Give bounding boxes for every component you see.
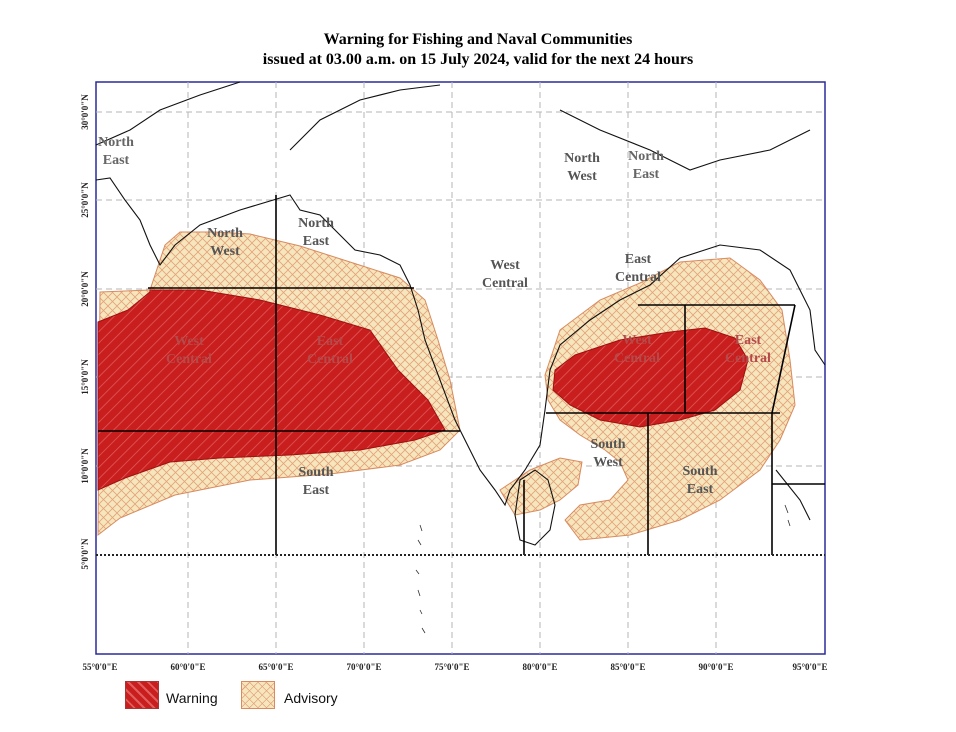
region-label-bob-ne: East <box>633 167 660 182</box>
region-label-bob-se: East <box>687 482 714 497</box>
y-tick: 15°0'0"N <box>80 359 90 395</box>
region-label-as-nw: West <box>210 244 240 259</box>
y-tick: 20°0'0"N <box>80 271 90 307</box>
region-label-bob-ec: East <box>735 333 762 348</box>
region-label-as-se: South <box>298 465 333 480</box>
x-tick: 80°0'0"E <box>522 662 557 672</box>
warning-area-arabian-sea <box>97 289 446 491</box>
region-label-bob-se: South <box>682 464 717 479</box>
region-label-as-se: East <box>303 483 330 498</box>
region-label-as-ec: Central <box>307 352 353 367</box>
y-tick: 5°0'0"N <box>80 538 90 570</box>
x-tick: 65°0'0"E <box>258 662 293 672</box>
region-dividers <box>98 195 825 555</box>
region-label-as-ne-corner: North <box>98 135 134 150</box>
region-label-bob-nw: North <box>564 151 600 166</box>
region-label-bob-wc: West <box>622 333 652 348</box>
legend-warning-swatch <box>125 681 159 709</box>
legend-advisory-label: Advisory <box>284 690 338 706</box>
region-label-bob-sw: West <box>593 455 623 470</box>
x-tick: 55°0'0"E <box>82 662 117 672</box>
legend-warning-label: Warning <box>166 690 218 706</box>
region-label-as-ne: East <box>303 234 330 249</box>
y-tick: 25°0'0"N <box>80 182 90 218</box>
region-label-as-ne: North <box>298 216 334 231</box>
region-label-as-ne-corner: East <box>103 153 130 168</box>
x-tick: 90°0'0"E <box>698 662 733 672</box>
region-label-as-ec: East <box>317 334 344 349</box>
x-axis-ticks: 55°0'0"E 60°0'0"E 65°0'0"E 70°0'0"E 75°0… <box>82 662 827 672</box>
region-label-as-nw: North <box>207 226 243 241</box>
islands <box>415 504 791 634</box>
region-label-bob-ne: North <box>628 149 664 164</box>
map-title-line2: issued at 03.00 a.m. on 15 July 2024, va… <box>262 51 694 68</box>
x-tick: 85°0'0"E <box>610 662 645 672</box>
region-label-bob-nw: West <box>567 169 597 184</box>
x-tick: 60°0'0"E <box>170 662 205 672</box>
legend-advisory-swatch <box>241 681 275 709</box>
y-tick: 30°0'0"N <box>80 94 90 130</box>
x-tick: 75°0'0"E <box>434 662 469 672</box>
region-label-as-wc: West <box>174 334 204 349</box>
region-label-wc-mid: West <box>490 258 520 273</box>
region-labels: North East North West North East West Central Ea… <box>98 135 771 498</box>
region-label-bob-wc: Central <box>614 351 660 366</box>
y-axis-ticks: 30°0'0"N 25°0'0"N 20°0'0"N 15°0'0"N 10°0… <box>80 94 90 570</box>
region-label-as-wc: Central <box>166 352 212 367</box>
region-label-bob-ec-top: Central <box>615 270 661 285</box>
map-title-line1: Warning for Fishing and Naval Communitie… <box>323 31 633 48</box>
region-label-bob-sw: South <box>590 437 625 452</box>
warning-area-bay-of-bengal <box>552 327 749 428</box>
region-label-wc-mid: Central <box>482 276 528 291</box>
region-label-bob-ec-top: East <box>625 252 652 267</box>
y-tick: 10°0'0"N <box>80 448 90 484</box>
x-tick: 95°0'0"E <box>792 662 827 672</box>
x-tick: 70°0'0"E <box>346 662 381 672</box>
region-label-bob-ec: Central <box>725 351 771 366</box>
coastline <box>95 81 826 546</box>
